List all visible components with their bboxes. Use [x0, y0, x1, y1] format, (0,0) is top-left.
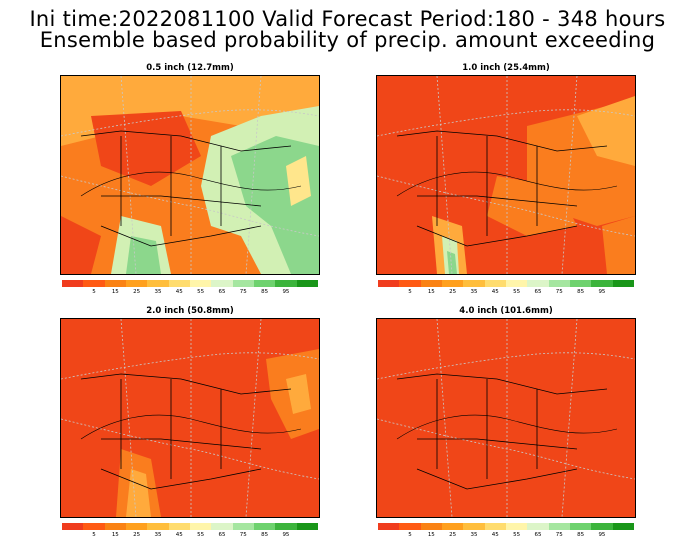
- colorbar-label: 5: [92, 532, 96, 538]
- colorbar-label: 95: [598, 532, 606, 538]
- colorbar-label: 45: [491, 289, 499, 295]
- colorbar-label: 45: [175, 532, 183, 538]
- probability-map: [60, 75, 320, 275]
- colorbar-label: 45: [175, 289, 183, 295]
- colorbar-label: 35: [154, 532, 162, 538]
- colorbar-labels: 5 15 25 35 45 55 65 75 85 95: [378, 288, 634, 296]
- colorbar-label: 95: [282, 532, 290, 538]
- colorbar-label: 15: [111, 289, 119, 295]
- colorbar-label: 5: [408, 289, 412, 295]
- colorbar-label: 55: [197, 532, 205, 538]
- colorbar-label: 25: [133, 532, 141, 538]
- colorbar-label: 75: [239, 532, 247, 538]
- probability-map: [376, 75, 636, 275]
- colorbar-label: 35: [470, 289, 478, 295]
- colorbar-labels: 5 15 25 35 45 55 65 75 85 95: [62, 531, 318, 539]
- probability-map: [376, 318, 636, 518]
- colorbar-label: 75: [555, 532, 563, 538]
- colorbar-label: 95: [598, 289, 606, 295]
- probability-map: [60, 318, 320, 518]
- colorbar-label: 35: [470, 532, 478, 538]
- colorbar-label: 25: [449, 289, 457, 295]
- colorbar-labels: 5 15 25 35 45 55 65 75 85 95: [62, 288, 318, 296]
- panel-title: 2.0 inch (50.8mm): [146, 306, 234, 316]
- colorbar-label: 25: [133, 289, 141, 295]
- colorbar-label: 85: [577, 289, 585, 295]
- colorbar-label: 35: [154, 289, 162, 295]
- colorbar-label: 75: [239, 289, 247, 295]
- colorbar-label: 55: [513, 289, 521, 295]
- colorbar-label: 85: [261, 532, 269, 538]
- panel-title: 1.0 inch (25.4mm): [462, 63, 550, 73]
- colorbar: [378, 280, 634, 287]
- colorbar-labels: 5 15 25 35 45 55 65 75 85 95: [378, 531, 634, 539]
- colorbar-label: 65: [534, 289, 542, 295]
- colorbar-label: 45: [491, 532, 499, 538]
- colorbar: [62, 523, 318, 530]
- colorbar-label: 85: [577, 532, 585, 538]
- colorbar-label: 85: [261, 289, 269, 295]
- colorbar: [62, 280, 318, 287]
- colorbar-label: 75: [555, 289, 563, 295]
- colorbar-label: 65: [534, 532, 542, 538]
- colorbar-label: 5: [408, 532, 412, 538]
- colorbar-label: 25: [449, 532, 457, 538]
- colorbar-label: 95: [282, 289, 290, 295]
- panel-title: 0.5 inch (12.7mm): [146, 63, 234, 73]
- chart-title-line-1: Ini time:2022081100 Valid Forecast Perio…: [29, 7, 666, 31]
- chart-title-line-2: Ensemble based probability of precip. am…: [39, 28, 656, 52]
- colorbar-label: 15: [427, 532, 435, 538]
- panel-title: 4.0 inch (101.6mm): [459, 306, 553, 316]
- colorbar-label: 55: [513, 532, 521, 538]
- colorbar-label: 65: [218, 532, 226, 538]
- colorbar-label: 15: [427, 289, 435, 295]
- colorbar-label: 5: [92, 289, 96, 295]
- colorbar: [378, 523, 634, 530]
- colorbar-label: 15: [111, 532, 119, 538]
- colorbar-label: 65: [218, 289, 226, 295]
- colorbar-label: 55: [197, 289, 205, 295]
